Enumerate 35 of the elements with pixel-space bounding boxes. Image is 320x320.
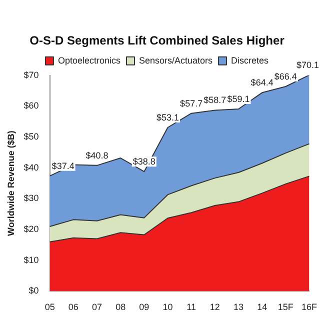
y-tick-label: $30 — [24, 193, 39, 204]
x-tick-label: 10 — [162, 302, 173, 312]
total-label: $38.8 — [132, 156, 156, 167]
y-axis-title: Worldwide Revenue ($B) — [6, 130, 16, 236]
y-tick-label: $10 — [24, 254, 39, 265]
chart-title: O-S-D Segments Lift Combined Sales Higher — [30, 34, 285, 48]
total-label: $40.8 — [86, 150, 108, 160]
y-tick-label: $0 — [28, 286, 39, 296]
total-label: $58.7 — [204, 95, 226, 106]
legend-label: Optoelectronics — [58, 55, 121, 66]
x-tick-label: 07 — [92, 302, 102, 312]
y-tick-label: $40 — [24, 162, 39, 172]
total-label: $57.7 — [180, 98, 203, 108]
legend-label: Sensors/Actuators — [138, 55, 214, 66]
x-tick-label: 14 — [257, 302, 268, 312]
y-tick-label: $70 — [24, 70, 39, 80]
total-label: $70.1 — [296, 60, 320, 70]
x-tick-label: 08 — [116, 302, 126, 312]
y-tick-label: $50 — [24, 132, 39, 142]
x-tick-label: 12 — [210, 302, 220, 312]
total-label: $37.4 — [52, 160, 74, 171]
total-label: $66.4 — [274, 71, 297, 82]
y-tick-label: $20 — [24, 224, 39, 234]
x-tick-label: 06 — [68, 302, 78, 312]
x-tick-label: 11 — [186, 302, 196, 312]
x-tick-label: 05 — [44, 302, 55, 312]
total-label: $64.4 — [250, 78, 274, 88]
legend-label: Discretes — [231, 55, 270, 66]
x-tick-label: 15F — [278, 302, 294, 312]
x-tick-label: 16F — [301, 302, 318, 312]
total-label: $59.1 — [227, 94, 250, 104]
x-tick-label: 09 — [139, 302, 150, 312]
x-tick-label: 13 — [233, 302, 244, 312]
total-label: $53.1 — [156, 112, 180, 122]
y-tick-label: $60 — [24, 100, 39, 111]
